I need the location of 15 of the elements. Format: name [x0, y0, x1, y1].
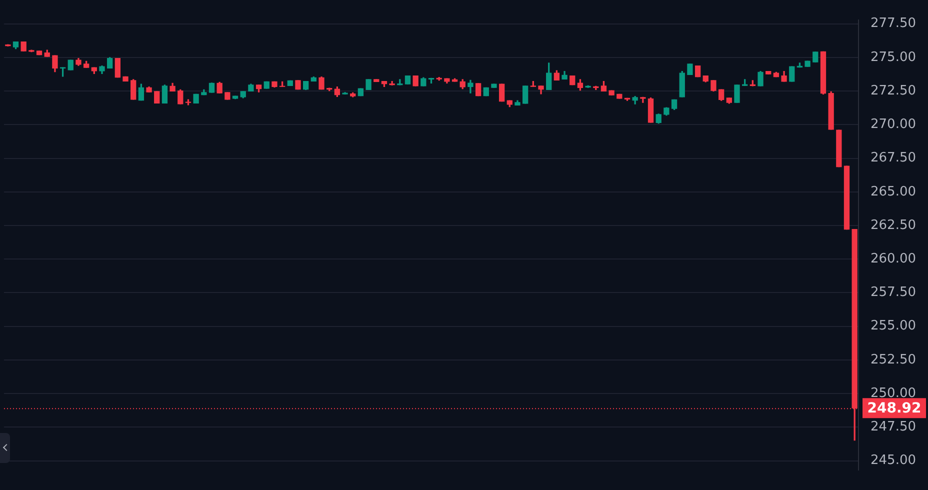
- y-tick-label: 257.50: [870, 285, 916, 300]
- y-tick-label: 267.50: [870, 150, 916, 166]
- y-tick-label: 270.00: [870, 117, 916, 132]
- y-tick-label: 275.00: [870, 50, 916, 65]
- y-tick-label: 247.50: [870, 420, 916, 435]
- ref-line-label: 248.92: [867, 400, 922, 417]
- y-tick-label: 252.50: [870, 352, 916, 368]
- y-tick-label: 255.00: [870, 318, 916, 334]
- y-tick-label: 245.00: [870, 453, 916, 468]
- y-tick-label: 250.00: [870, 386, 916, 401]
- y-tick-label: 260.00: [870, 251, 916, 266]
- y-tick-label: 277.50: [870, 16, 916, 32]
- y-tick-label: 272.50: [870, 83, 916, 98]
- y-tick-label: 265.00: [870, 184, 916, 200]
- y-tick-label: 262.50: [870, 218, 916, 233]
